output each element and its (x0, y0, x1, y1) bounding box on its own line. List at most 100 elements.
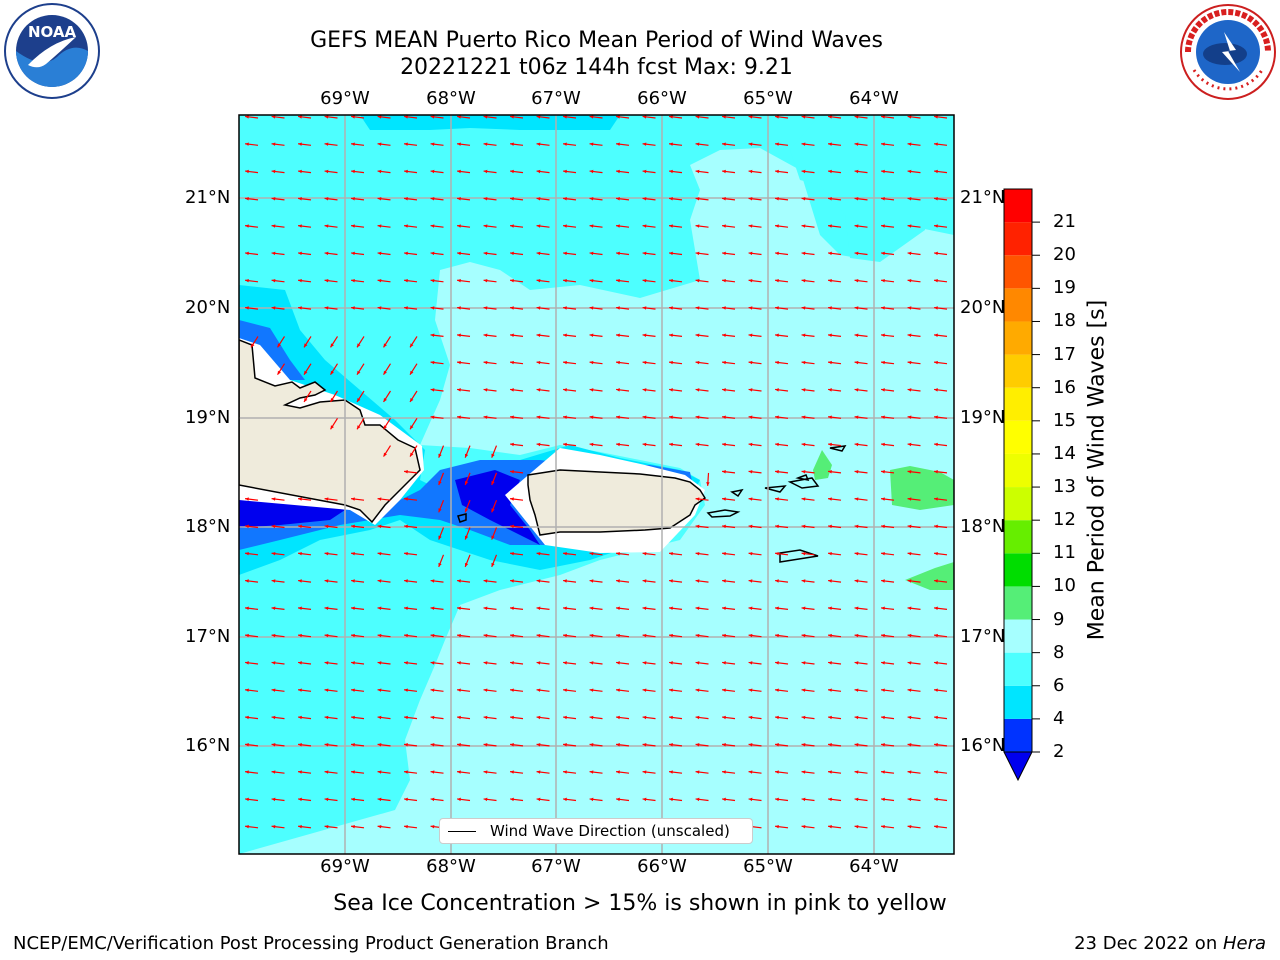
wind-wave-arrowhead (854, 115, 859, 119)
wind-wave-arrowhead (351, 497, 355, 501)
legend-line-swatch (448, 831, 476, 832)
wind-wave-arrowhead (536, 278, 541, 283)
wind-wave-arrowhead (430, 333, 435, 338)
wind-wave-arrowhead (563, 633, 567, 638)
wind-wave-arrowhead (775, 306, 779, 310)
wind-wave-arrowhead (695, 606, 700, 611)
wind-wave-arrowhead (828, 251, 832, 256)
wind-wave-arrowhead (695, 633, 700, 638)
wind-wave-arrowhead (351, 224, 355, 228)
colorbar-tick-label: 10 (1053, 575, 1076, 597)
wind-wave-arrowhead (430, 306, 435, 310)
wind-wave-arrowhead (801, 524, 806, 529)
wind-wave-arrowhead (404, 470, 408, 474)
wind-wave-arrowhead (491, 480, 495, 485)
wind-wave-arrowhead (298, 142, 302, 146)
wind-wave-arrowhead (748, 306, 753, 310)
wind-wave-arrowhead (536, 224, 541, 228)
wind-wave-arrowhead (271, 661, 276, 665)
wind-wave-arrowhead (828, 770, 832, 774)
wind-wave-arrowhead (748, 360, 753, 365)
lon-tick-top: 68°W (426, 88, 476, 109)
wind-wave-arrowhead (351, 579, 355, 583)
wind-wave-arrowhead (377, 497, 382, 501)
footer-right: 23 Dec 2022 on Hera (1074, 933, 1266, 954)
wind-wave-arrowhead (483, 743, 488, 747)
wind-wave-arrowhead (616, 551, 620, 556)
wind-wave-arrowhead (351, 115, 355, 119)
wind-wave-arrowhead (510, 115, 514, 119)
wind-wave-arrowhead (828, 278, 832, 283)
wind-wave-arrowhead (245, 251, 249, 256)
wind-wave-arrowhead (483, 197, 488, 201)
wind-wave-arrowhead (430, 278, 435, 283)
contour-6-8-northeast (790, 115, 954, 262)
wind-wave-arrowhead (483, 388, 488, 392)
wind-wave-arrowhead (510, 306, 514, 310)
wind-wave-arrowhead (464, 480, 469, 485)
wind-wave-arrowhead (404, 197, 408, 201)
anegada-island (829, 445, 847, 452)
wind-wave-arrowhead (907, 661, 912, 665)
wind-wave-arrowhead (934, 115, 938, 119)
wind-wave-arrowhead (616, 606, 620, 611)
wind-wave-arrowhead (324, 497, 329, 501)
wind-wave-arrowhead (245, 115, 249, 119)
wind-wave-arrowhead (669, 278, 673, 283)
wind-wave-arrowhead (483, 306, 488, 310)
wind-wave-arrowhead (324, 306, 329, 310)
wind-wave-arrowhead (881, 797, 885, 802)
wind-wave-arrowhead (377, 306, 382, 310)
colorbar-tick-label: 15 (1053, 409, 1076, 431)
wind-wave-arrowhead (589, 169, 594, 174)
wind-wave-arrowhead (377, 797, 382, 802)
wind-wave-arrowhead (695, 579, 700, 583)
wind-wave-arrowhead (748, 333, 753, 338)
wind-wave-arrowhead (669, 606, 673, 611)
wind-wave-arrowhead (695, 142, 700, 146)
wind-wave-arrowhead (669, 142, 673, 146)
wind-wave-arrowhead (457, 224, 461, 228)
wind-wave-arrowhead (430, 770, 435, 774)
wind-wave-arrowhead (828, 797, 832, 802)
wind-wave-arrowhead (383, 425, 387, 430)
wind-wave-arrowhead (616, 715, 620, 720)
wind-wave-arrowhead (377, 197, 382, 201)
wind-wave-arrowhead (828, 579, 832, 583)
wind-wave-arrowhead (854, 224, 859, 228)
wind-wave-arrowhead (854, 278, 859, 283)
wind-wave-arrowhead (464, 453, 469, 458)
wind-wave-arrowhead (510, 360, 514, 365)
wind-wave-arrowhead (271, 633, 276, 638)
wind-wave-arrowhead (438, 508, 442, 513)
wind-wave-arrowhead (298, 169, 302, 174)
wind-wave-arrowhead (854, 169, 859, 174)
colorbar-block (1004, 189, 1032, 223)
wind-wave-arrowhead (722, 388, 726, 392)
wind-wave-arrowhead (357, 343, 361, 348)
wind-wave-arrowhead (722, 360, 726, 365)
wind-wave-arrowhead (430, 251, 435, 256)
wind-wave-arrowhead (722, 661, 726, 665)
colorbar-block (1004, 288, 1032, 322)
wind-wave-arrowhead (801, 551, 806, 556)
wind-wave-arrowhead (271, 169, 276, 174)
wind-wave-arrowhead (404, 142, 408, 146)
wind-wave-arrowhead (695, 551, 700, 556)
colorbar-block (1004, 718, 1032, 752)
colorbar-tick-label: 12 (1053, 509, 1076, 531)
wind-wave-arrowhead (404, 551, 408, 556)
wind-wave-arrowhead (722, 224, 726, 228)
wind-wave-arrowhead (828, 169, 832, 174)
wind-wave-arrowhead (377, 606, 382, 611)
wind-wave-arrowhead (589, 797, 594, 802)
wind-wave-arrowhead (934, 442, 938, 447)
wind-wave-arrowhead (907, 169, 912, 174)
wind-wave-arrowhead (854, 360, 859, 365)
wind-wave-arrowhead (245, 497, 249, 501)
puerto-rico-land (527, 469, 707, 536)
wind-wave-arrowhead (351, 715, 355, 720)
wind-wave-arrowhead (377, 142, 382, 146)
wind-wave-arrowhead (357, 398, 361, 402)
wind-wave-arrowhead (245, 715, 249, 720)
